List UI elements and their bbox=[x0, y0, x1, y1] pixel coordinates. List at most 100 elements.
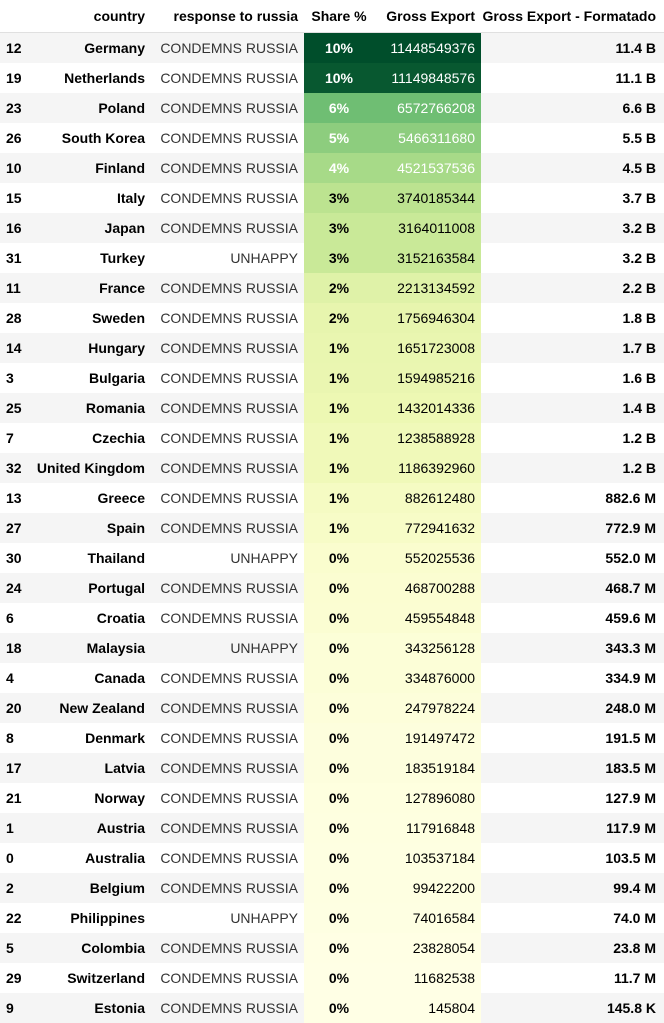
row-index: 19 bbox=[0, 63, 30, 93]
table-row: 20 New Zealand CONDEMNS RUSSIA 0% 247978224 2… bbox=[0, 693, 664, 723]
gross-export-cell: 343256128 bbox=[374, 633, 481, 663]
row-index: 22 bbox=[0, 903, 30, 933]
row-index: 12 bbox=[0, 32, 30, 63]
row-index: 7 bbox=[0, 423, 30, 453]
country-cell: Spain bbox=[30, 513, 151, 543]
row-index: 24 bbox=[0, 573, 30, 603]
country-cell: Turkey bbox=[30, 243, 151, 273]
response-cell: CONDEMNS RUSSIA bbox=[151, 363, 304, 393]
gross-export-cell: 1238588928 bbox=[374, 423, 481, 453]
header-share[interactable]: Share % bbox=[304, 0, 374, 33]
table-body: 12 Germany CONDEMNS RUSSIA 10% 11448549376 11… bbox=[0, 32, 664, 1023]
table-row: 0 Australia CONDEMNS RUSSIA 0% 103537184 103.… bbox=[0, 843, 664, 873]
gross-export-formatted-cell: 145.8 K bbox=[481, 993, 664, 1023]
gross-export-cell: 3164011008 bbox=[374, 213, 481, 243]
row-index: 15 bbox=[0, 183, 30, 213]
gross-export-formatted-cell: 127.9 M bbox=[481, 783, 664, 813]
response-cell: CONDEMNS RUSSIA bbox=[151, 183, 304, 213]
country-cell: Malaysia bbox=[30, 633, 151, 663]
country-cell: Estonia bbox=[30, 993, 151, 1023]
response-cell: CONDEMNS RUSSIA bbox=[151, 123, 304, 153]
gross-export-formatted-cell: 1.2 B bbox=[481, 423, 664, 453]
table-row: 26 South Korea CONDEMNS RUSSIA 5% 5466311680… bbox=[0, 123, 664, 153]
response-cell: CONDEMNS RUSSIA bbox=[151, 273, 304, 303]
table-row: 12 Germany CONDEMNS RUSSIA 10% 11448549376 11… bbox=[0, 32, 664, 63]
gross-export-cell: 247978224 bbox=[374, 693, 481, 723]
gross-export-cell: 772941632 bbox=[374, 513, 481, 543]
share-cell: 0% bbox=[304, 603, 374, 633]
row-index: 9 bbox=[0, 993, 30, 1023]
row-index: 20 bbox=[0, 693, 30, 723]
share-cell: 10% bbox=[304, 63, 374, 93]
country-cell: Italy bbox=[30, 183, 151, 213]
row-index: 21 bbox=[0, 783, 30, 813]
share-cell: 0% bbox=[304, 933, 374, 963]
row-index: 1 bbox=[0, 813, 30, 843]
gross-export-formatted-cell: 11.4 B bbox=[481, 32, 664, 63]
share-cell: 0% bbox=[304, 723, 374, 753]
response-cell: CONDEMNS RUSSIA bbox=[151, 63, 304, 93]
country-cell: Latvia bbox=[30, 753, 151, 783]
table-row: 29 Switzerland CONDEMNS RUSSIA 0% 11682538 11… bbox=[0, 963, 664, 993]
share-cell: 0% bbox=[304, 633, 374, 663]
share-cell: 0% bbox=[304, 873, 374, 903]
country-cell: France bbox=[30, 273, 151, 303]
response-cell: CONDEMNS RUSSIA bbox=[151, 153, 304, 183]
gross-export-cell: 2213134592 bbox=[374, 273, 481, 303]
gross-export-cell: 103537184 bbox=[374, 843, 481, 873]
table-row: 13 Greece CONDEMNS RUSSIA 1% 882612480 882.6 … bbox=[0, 483, 664, 513]
row-index: 0 bbox=[0, 843, 30, 873]
country-cell: Netherlands bbox=[30, 63, 151, 93]
gross-export-cell: 334876000 bbox=[374, 663, 481, 693]
share-cell: 1% bbox=[304, 483, 374, 513]
share-cell: 2% bbox=[304, 273, 374, 303]
gross-export-formatted-cell: 3.2 B bbox=[481, 243, 664, 273]
share-cell: 1% bbox=[304, 393, 374, 423]
share-cell: 10% bbox=[304, 32, 374, 63]
gross-export-cell: 459554848 bbox=[374, 603, 481, 633]
header-country[interactable]: country bbox=[30, 0, 151, 33]
share-cell: 4% bbox=[304, 153, 374, 183]
gross-export-cell: 5466311680 bbox=[374, 123, 481, 153]
country-cell: Bulgaria bbox=[30, 363, 151, 393]
table-row: 2 Belgium CONDEMNS RUSSIA 0% 99422200 99.4 M bbox=[0, 873, 664, 903]
gross-export-cell: 1432014336 bbox=[374, 393, 481, 423]
gross-export-formatted-cell: 23.8 M bbox=[481, 933, 664, 963]
header-gross-export[interactable]: Gross Export bbox=[374, 0, 481, 33]
header-gross-export-formatted[interactable]: Gross Export - Formatado bbox=[481, 0, 664, 33]
table-row: 9 Estonia CONDEMNS RUSSIA 0% 145804 145.8 K bbox=[0, 993, 664, 1023]
gross-export-formatted-cell: 74.0 M bbox=[481, 903, 664, 933]
table-row: 16 Japan CONDEMNS RUSSIA 3% 3164011008 3.2 B bbox=[0, 213, 664, 243]
country-cell: Romania bbox=[30, 393, 151, 423]
header-response[interactable]: response to russia bbox=[151, 0, 304, 33]
gross-export-cell: 1756946304 bbox=[374, 303, 481, 333]
response-cell: CONDEMNS RUSSIA bbox=[151, 303, 304, 333]
gross-export-formatted-cell: 191.5 M bbox=[481, 723, 664, 753]
row-index: 4 bbox=[0, 663, 30, 693]
table-header: country response to russia Share % Gross… bbox=[0, 0, 664, 33]
share-cell: 2% bbox=[304, 303, 374, 333]
row-index: 23 bbox=[0, 93, 30, 123]
share-cell: 0% bbox=[304, 693, 374, 723]
gross-export-formatted-cell: 99.4 M bbox=[481, 873, 664, 903]
gross-export-cell: 74016584 bbox=[374, 903, 481, 933]
table-row: 28 Sweden CONDEMNS RUSSIA 2% 1756946304 1.8 B bbox=[0, 303, 664, 333]
response-cell: CONDEMNS RUSSIA bbox=[151, 723, 304, 753]
row-index: 13 bbox=[0, 483, 30, 513]
share-cell: 1% bbox=[304, 333, 374, 363]
gross-export-cell: 1186392960 bbox=[374, 453, 481, 483]
response-cell: UNHAPPY bbox=[151, 903, 304, 933]
gross-export-cell: 23828054 bbox=[374, 933, 481, 963]
share-cell: 0% bbox=[304, 993, 374, 1023]
share-cell: 5% bbox=[304, 123, 374, 153]
gross-export-cell: 11448549376 bbox=[374, 32, 481, 63]
gross-export-formatted-cell: 5.5 B bbox=[481, 123, 664, 153]
share-cell: 0% bbox=[304, 843, 374, 873]
table-row: 5 Colombia CONDEMNS RUSSIA 0% 23828054 23.8 M bbox=[0, 933, 664, 963]
response-cell: CONDEMNS RUSSIA bbox=[151, 333, 304, 363]
row-index: 10 bbox=[0, 153, 30, 183]
country-cell: Australia bbox=[30, 843, 151, 873]
gross-export-cell: 117916848 bbox=[374, 813, 481, 843]
gross-export-formatted-cell: 1.2 B bbox=[481, 453, 664, 483]
